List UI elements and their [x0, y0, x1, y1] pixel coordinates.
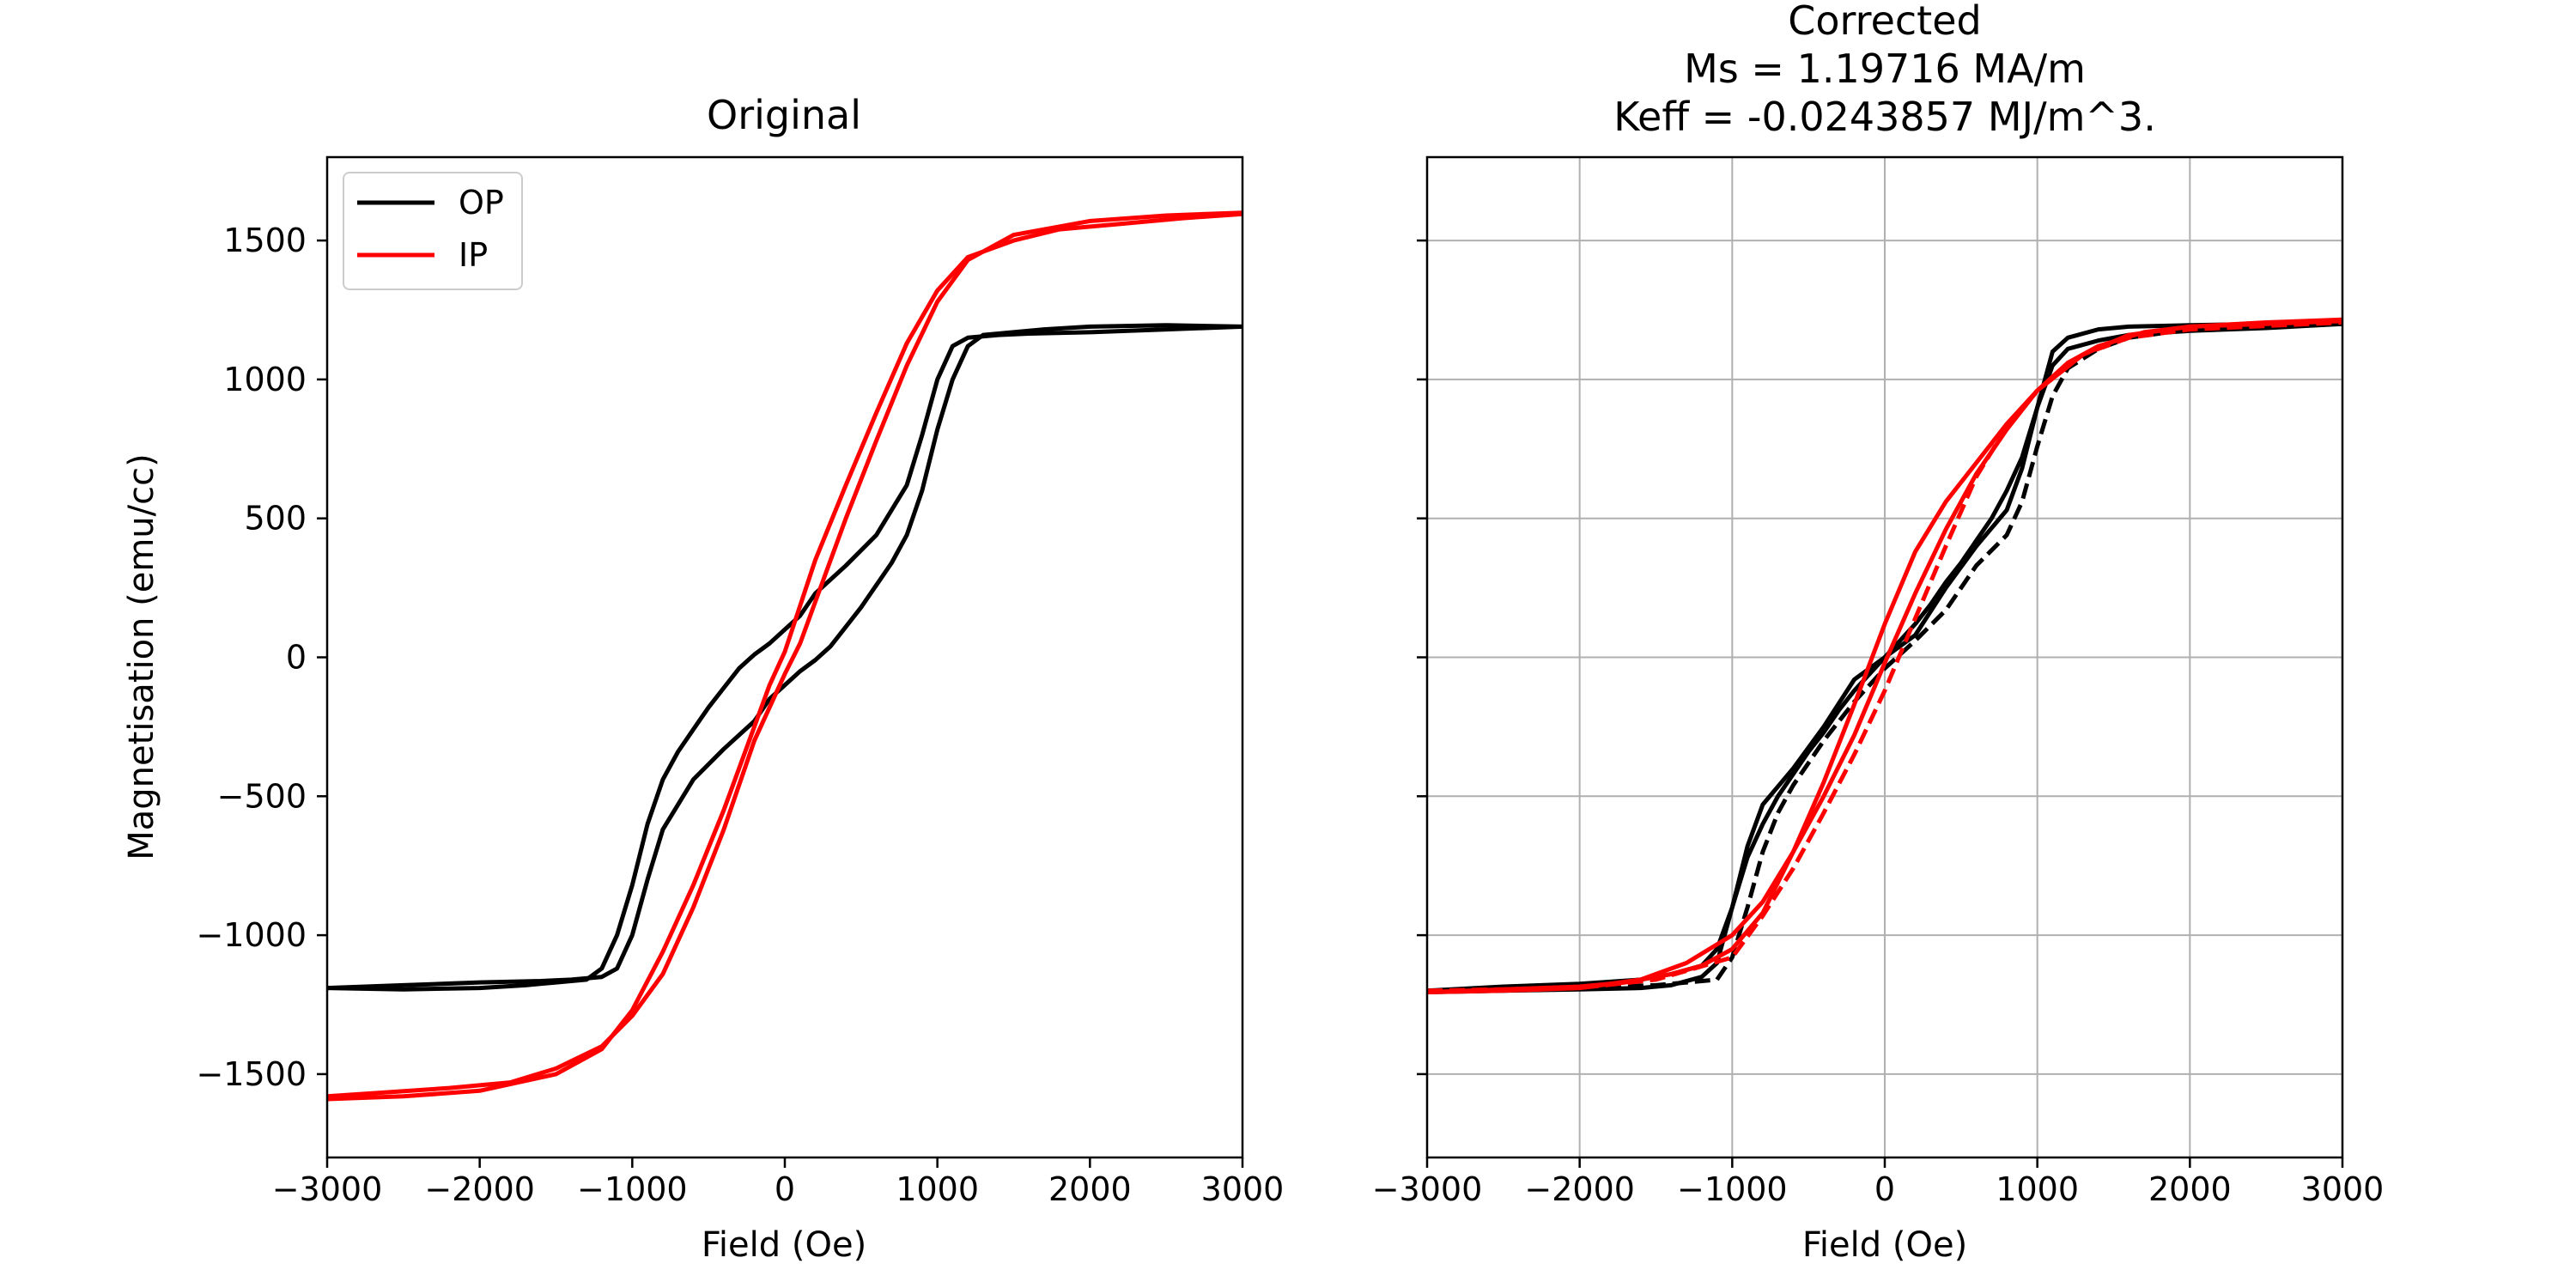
corrected-x-axis-label: Field (Oe) [1802, 1225, 1967, 1265]
original-series-group [326, 210, 1243, 1102]
y-tick-label: 1500 [223, 222, 307, 259]
x-tick-label: 1000 [1996, 1170, 2079, 1208]
x-tick-label: 0 [775, 1170, 795, 1208]
x-tick-label: 1000 [896, 1170, 979, 1208]
y-tick-label: 0 [286, 639, 307, 677]
x-tick-label: 3000 [1201, 1170, 1285, 1208]
x-tick-label: 0 [1874, 1170, 1895, 1208]
x-tick-label: 2000 [2148, 1170, 2232, 1208]
series-line-dashed [1426, 320, 2343, 993]
x-tick-label: −1000 [1677, 1170, 1788, 1208]
y-tick-label: 500 [244, 500, 307, 538]
corrected-subtitle-ms: Ms = 1.19716 MA/m [1684, 46, 2086, 92]
series-line-dashed [1426, 320, 2343, 993]
y-axis-label: Magnetisation (emu/cc) [122, 453, 161, 860]
x-tick-label: −1000 [577, 1170, 688, 1208]
x-tick-label: −2000 [1524, 1170, 1635, 1208]
x-tick-label: 2000 [1048, 1170, 1132, 1208]
x-tick-label: −3000 [272, 1170, 383, 1208]
original-x-axis-label: Field (Oe) [702, 1225, 866, 1265]
corrected-subtitle-keff: Keff = -0.0243857 MJ/m^3. [1613, 94, 2156, 140]
y-tick-label: 1000 [223, 361, 307, 398]
y-tick-label: −1000 [196, 916, 307, 954]
series-line [1426, 321, 2343, 994]
y-tick-label: −500 [217, 777, 307, 815]
x-tick-label: −2000 [424, 1170, 535, 1208]
legend-op-label: OP [459, 184, 504, 222]
legend-ip-label: IP [459, 236, 488, 274]
corrected-chart-title: Corrected [1788, 0, 1981, 44]
series-line-ip [326, 211, 1243, 1102]
original-chart-title: Original [707, 92, 861, 138]
corrected-series-group [1426, 317, 2343, 994]
legend: OP IP [343, 172, 523, 290]
corrected-chart-panel: Corrected Ms = 1.19716 MA/m Keff = -0.02… [1372, 0, 2385, 1265]
x-tick-label: −3000 [1372, 1170, 1483, 1208]
original-axis-ticks: −3000 −2000 −1000 0 1000 2000 3000 −1500 −1000 −5… [196, 222, 1284, 1208]
corrected-axis-ticks: −3000 −2000 −1000 0 1000 2000 3000 [1372, 239, 2385, 1208]
x-tick-label: 3000 [2301, 1170, 2385, 1208]
original-chart-panel: Original Magnetisation (emu/cc) Field (O… [122, 92, 1284, 1265]
series-line-op [326, 324, 1243, 992]
y-tick-label: −1500 [196, 1055, 307, 1093]
